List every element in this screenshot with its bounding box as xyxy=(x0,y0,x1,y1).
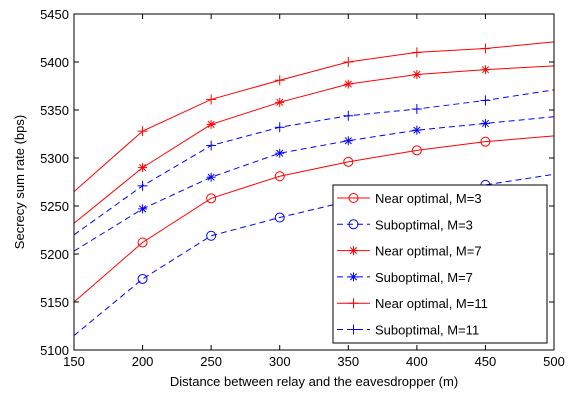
legend-label: Near optimal, M=3 xyxy=(375,191,482,206)
y-tick-label: 5100 xyxy=(40,343,69,358)
legend-item-near-optimal-m-3: Near optimal, M=3 xyxy=(337,191,482,206)
series-near-optimal-m-11 xyxy=(73,41,555,192)
legend-marker xyxy=(348,219,359,230)
series-suboptimal-m-11 xyxy=(73,89,555,236)
legend-box xyxy=(332,184,548,344)
data-point-near-optimal-m-11 xyxy=(343,57,354,67)
data-point-suboptimal-m-7 xyxy=(275,148,285,158)
legend-label: Suboptimal, M=7 xyxy=(375,270,473,285)
x-tick-label: 300 xyxy=(269,354,291,369)
legend-marker xyxy=(349,246,358,256)
legend: Near optimal, M=3 Suboptimal, M=3 Near opt… xyxy=(332,184,548,344)
data-point-near-optimal-m-7 xyxy=(275,97,285,107)
legend-label: Near optimal, M=7 xyxy=(375,244,482,259)
legend-marker xyxy=(348,298,359,309)
series-suboptimal-m-7 xyxy=(73,116,555,252)
legend-item-suboptimal-m-11: Suboptimal, M=11 xyxy=(337,323,479,338)
data-point-suboptimal-m-7 xyxy=(343,136,353,146)
data-point-suboptimal-m-7 xyxy=(138,204,148,214)
y-axis-label: Secrecy sum rate (bps) xyxy=(12,115,27,249)
x-axis: 150 200 250 300 350 400 450 500 xyxy=(63,14,565,369)
data-point-suboptimal-m-3 xyxy=(137,273,148,284)
data-point-suboptimal-m-11 xyxy=(137,180,148,191)
legend-item-suboptimal-m-7: Suboptimal, M=7 xyxy=(337,270,473,285)
data-point-suboptimal-m-11 xyxy=(343,110,354,121)
x-axis-label: Distance between relay and the eavesdrop… xyxy=(170,374,458,389)
series-near-optimal-m-3 xyxy=(73,135,555,303)
y-tick-label: 5450 xyxy=(40,7,69,22)
legend-item-suboptimal-m-3: Suboptimal, M=3 xyxy=(337,217,473,232)
legend-label: Near optimal, M=11 xyxy=(375,296,488,311)
series-line-near-optimal-m-11 xyxy=(73,41,555,192)
legend-marker xyxy=(349,272,358,282)
data-point-near-optimal-m-3 xyxy=(480,136,491,147)
data-point-suboptimal-m-3 xyxy=(206,230,217,241)
legend-item-near-optimal-m-11: Near optimal, M=11 xyxy=(337,296,488,311)
x-tick-label: 150 xyxy=(63,354,85,369)
series-line-suboptimal-m-11 xyxy=(73,89,555,236)
series-near-optimal-m-7 xyxy=(73,65,555,224)
data-point-near-optimal-m-11 xyxy=(137,126,148,137)
data-point-suboptimal-m-11 xyxy=(206,140,217,151)
plot-frame xyxy=(73,13,555,351)
series-line-near-optimal-m-7 xyxy=(73,65,555,224)
data-point-near-optimal-m-7 xyxy=(480,65,490,75)
data-point-near-optimal-m-3 xyxy=(137,237,148,248)
data-point-near-optimal-m-7 xyxy=(206,119,216,129)
y-tick-label: 5150 xyxy=(40,295,69,310)
x-tick-label: 400 xyxy=(406,354,428,369)
data-point-near-optimal-m-3 xyxy=(206,193,217,204)
x-tick-label: 350 xyxy=(337,354,359,369)
x-tick-label: 200 xyxy=(132,354,154,369)
data-point-near-optimal-m-11 xyxy=(274,75,285,86)
y-tick-label: 5200 xyxy=(40,247,69,262)
x-tick-label: 450 xyxy=(475,354,497,369)
data-point-suboptimal-m-11 xyxy=(411,104,422,115)
x-tick-label: 250 xyxy=(200,354,222,369)
data-point-near-optimal-m-3 xyxy=(411,145,422,156)
legend-label: Suboptimal, M=3 xyxy=(375,217,473,232)
y-axis: 5100 5150 5200 5250 5300 5350 5400 5450 xyxy=(40,7,554,358)
data-point-suboptimal-m-11 xyxy=(274,122,285,133)
y-tick-label: 5250 xyxy=(40,199,69,214)
data-point-suboptimal-m-7 xyxy=(412,125,422,135)
data-point-near-optimal-m-11 xyxy=(411,47,422,58)
data-point-suboptimal-m-3 xyxy=(274,212,285,223)
y-tick-label: 5400 xyxy=(40,55,69,70)
data-point-near-optimal-m-3 xyxy=(274,171,285,182)
data-point-suboptimal-m-7 xyxy=(206,172,216,182)
data-point-near-optimal-m-11 xyxy=(480,43,491,54)
data-point-suboptimal-m-11 xyxy=(480,95,491,106)
x-tick-label: 500 xyxy=(543,354,565,369)
legend-marker xyxy=(348,324,359,335)
data-point-suboptimal-m-7 xyxy=(480,118,490,128)
series-layer xyxy=(73,41,555,336)
series-line-suboptimal-m-7 xyxy=(73,116,555,252)
data-point-near-optimal-m-7 xyxy=(343,79,353,89)
legend-marker xyxy=(348,193,359,203)
legend-label: Suboptimal, M=11 xyxy=(375,323,479,338)
data-point-near-optimal-m-7 xyxy=(412,69,422,79)
y-tick-label: 5300 xyxy=(40,151,69,166)
data-point-near-optimal-m-7 xyxy=(138,163,148,173)
y-tick-label: 5350 xyxy=(40,103,69,118)
series-line-suboptimal-m-3 xyxy=(73,173,555,336)
data-point-near-optimal-m-11 xyxy=(206,94,217,105)
data-point-near-optimal-m-3 xyxy=(343,156,354,167)
series-line-near-optimal-m-3 xyxy=(73,135,555,303)
legend-item-near-optimal-m-7: Near optimal, M=7 xyxy=(337,244,482,259)
